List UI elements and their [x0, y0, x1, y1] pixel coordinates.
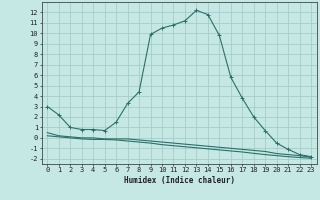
X-axis label: Humidex (Indice chaleur): Humidex (Indice chaleur): [124, 176, 235, 185]
